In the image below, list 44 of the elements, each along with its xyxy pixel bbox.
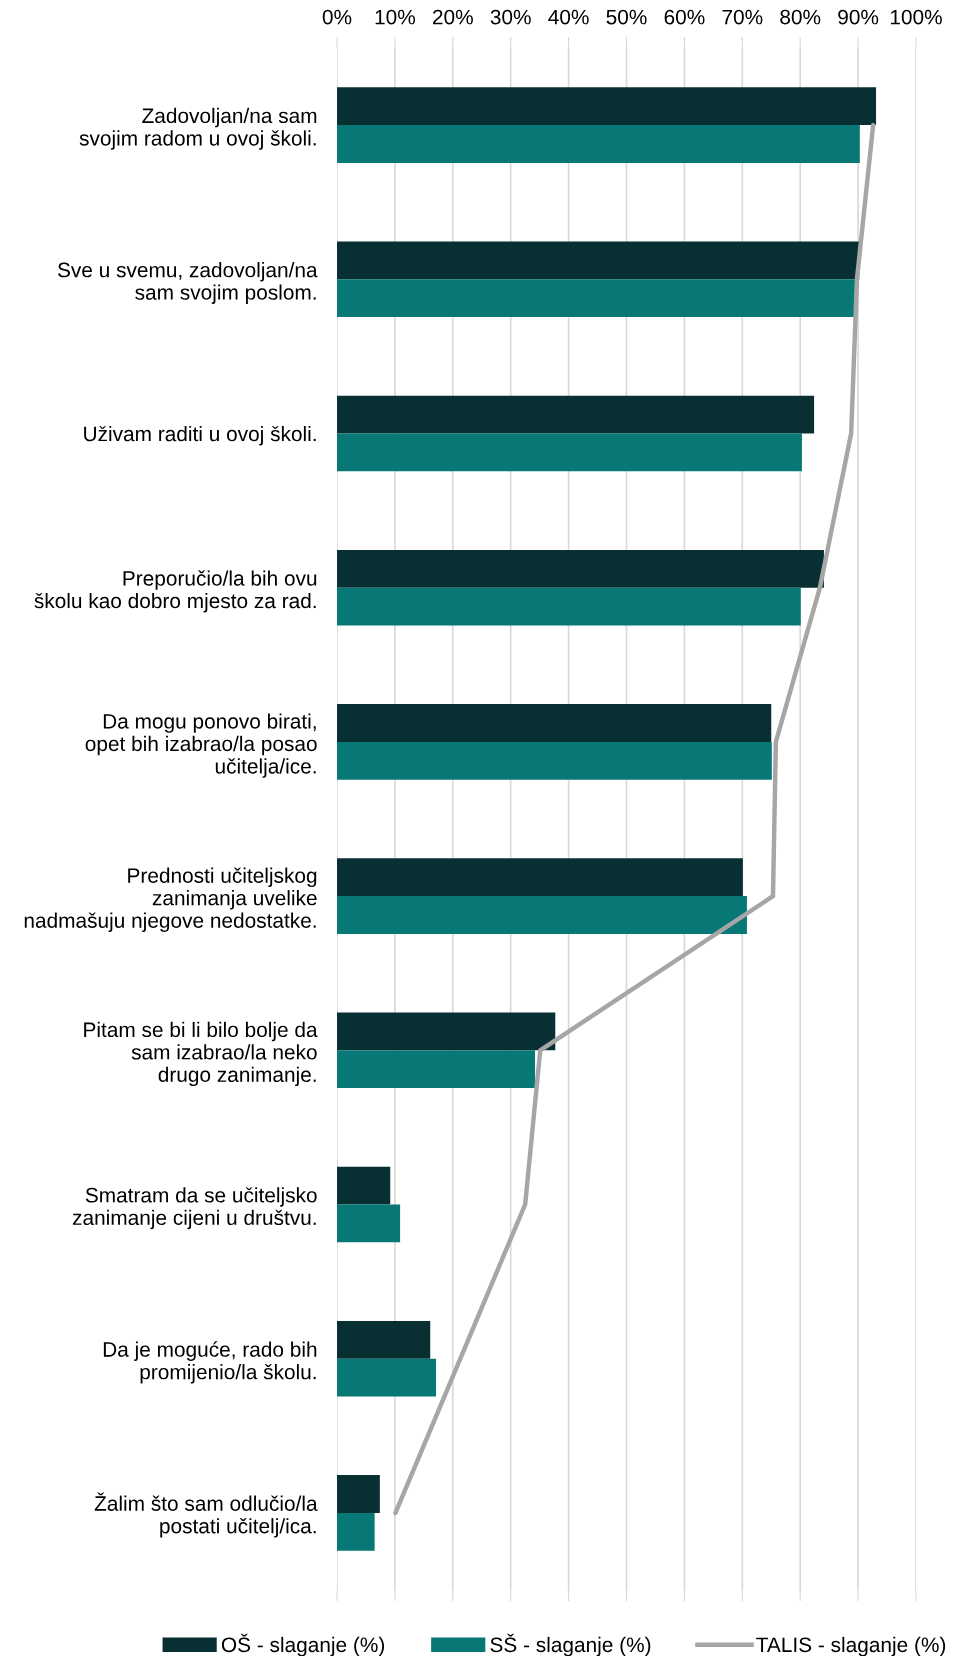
- bar: [337, 858, 743, 897]
- y-tick-label: Smatram da se učiteljsko zanimanje cijeni u društvu.: [72, 1187, 317, 1230]
- bar: [337, 87, 877, 126]
- x-tick-label: 80%: [780, 9, 821, 25]
- bar: [337, 1050, 536, 1089]
- legend-label: TALIS - slaganje (%): [756, 1636, 946, 1656]
- bar: [337, 1475, 380, 1513]
- bar: [337, 395, 815, 434]
- bar: [337, 549, 824, 588]
- x-tick-label: 100%: [890, 9, 942, 25]
- bar: [337, 741, 772, 780]
- y-tick-label: Preporučio/la bih ovu školu kao dobro mjesto za rad.: [34, 570, 317, 613]
- bar: [337, 1204, 401, 1243]
- bar: [337, 704, 772, 742]
- bar: [337, 587, 801, 626]
- x-tick-label: 70%: [722, 9, 763, 25]
- x-tick-label: 20%: [433, 9, 473, 25]
- y-tick-label: Žalim što sam odlučio/la postati učitelj/ica.: [94, 1492, 318, 1538]
- bar: [337, 1012, 556, 1051]
- x-tick-label: 60%: [664, 9, 705, 25]
- bar: [337, 1166, 391, 1205]
- legend-label: OŠ - slaganje (%): [221, 1633, 385, 1656]
- x-tick-label: 30%: [490, 9, 531, 25]
- y-tick-label: Pitam se bi li bilo bolje da sam izabrao/la neko drugo zanimanje.: [84, 1021, 318, 1087]
- legend-label: SŠ - slaganje (%): [490, 1633, 651, 1656]
- x-tick-label: 90%: [838, 9, 879, 25]
- y-tick-label: Prednosti učiteljskog zanimanja uvelike nadmašuju njegove nedostatke.: [24, 867, 317, 932]
- bar: [337, 279, 856, 318]
- bar: [337, 1512, 375, 1551]
- x-tick-label: 50%: [606, 9, 647, 25]
- bar: [337, 1358, 437, 1397]
- bar: [337, 896, 747, 934]
- bar: [337, 241, 860, 280]
- bar: [337, 125, 860, 163]
- y-tick-label: Da mogu ponovo birati, opet bih izabrao/la posao učitelja/ice.: [85, 713, 317, 778]
- y-tick-label: Da je moguće, rado bih promijenio/la školu.: [103, 1341, 317, 1384]
- x-tick-label: 10%: [375, 9, 416, 25]
- x-tick-label: 40%: [548, 9, 589, 25]
- bar: [337, 433, 802, 472]
- y-tick-label: Uživam raditi u ovoj školi.: [84, 425, 316, 446]
- y-tick-label: Zadovoljan/na sam svojim radom u ovoj školi.: [79, 107, 317, 150]
- bar: [337, 1320, 431, 1359]
- y-tick-label: Sve u svemu, zadovoljan/na sam svojim poslom.: [57, 262, 318, 304]
- x-tick-label: 0%: [322, 9, 352, 25]
